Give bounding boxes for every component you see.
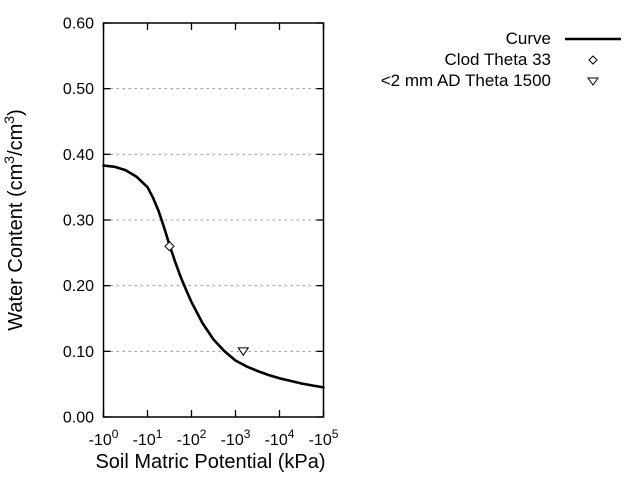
y-tick-label: 0.30 <box>63 213 94 230</box>
legend-label-clod-theta-33: Clod Theta 33 <box>444 50 551 69</box>
legend-item-clod-theta-33: Clod Theta 33 <box>319 49 623 70</box>
triangle-down-marker-icon <box>551 75 623 87</box>
legend-label-curve: Curve <box>505 29 551 48</box>
y-tick-label: 0.60 <box>63 16 94 33</box>
x-tick-label: -103 <box>221 427 251 449</box>
x-tick-label: -101 <box>133 427 163 449</box>
x-tick-label: -104 <box>265 427 295 449</box>
y-tick-label: 0.10 <box>63 344 94 361</box>
x-tick-label: -105 <box>309 427 339 449</box>
legend: Curve Clod Theta 33 <2 mm AD Theta 1500 <box>319 28 623 91</box>
y-tick-label: 0.20 <box>63 278 94 295</box>
x-axis-title: Soil Matric Potential (kPa) <box>95 451 325 473</box>
legend-item-curve: Curve <box>319 28 623 49</box>
x-tick-label: -100 <box>89 427 119 449</box>
y-tick-label: 0.50 <box>63 81 94 98</box>
x-tick-label: -102 <box>177 427 207 449</box>
y-tick-label: 0.00 <box>63 410 94 427</box>
legend-item-ad-theta-1500: <2 mm AD Theta 1500 <box>319 70 623 91</box>
curve-line-sample-icon <box>551 33 623 45</box>
clod-theta33-marker <box>164 241 175 252</box>
y-axis-title: Water Content (cm3/cm3) <box>1 109 27 331</box>
diamond-marker-icon <box>551 54 623 66</box>
ad-theta1500-marker <box>237 347 250 357</box>
y-tick-label: 0.40 <box>63 147 94 164</box>
legend-label-ad-theta-1500: <2 mm AD Theta 1500 <box>380 71 551 90</box>
retention-curve <box>102 164 325 389</box>
